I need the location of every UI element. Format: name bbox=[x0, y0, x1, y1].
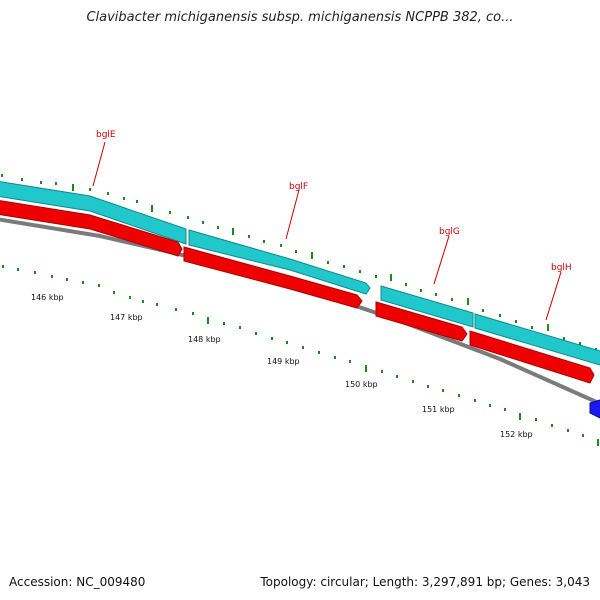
scale-label-147kbp: 147 kbp bbox=[110, 313, 143, 322]
cds-track bbox=[0, 180, 600, 368]
scale-tick-row bbox=[2, 265, 599, 446]
gene-feature-bglh[interactable] bbox=[469, 330, 595, 384]
gene-label-leaders bbox=[92, 141, 562, 321]
genome-backbone bbox=[0, 217, 600, 406]
scale-label-146kbp: 146 kbp bbox=[31, 293, 64, 302]
gene-feature-bglg[interactable] bbox=[375, 301, 468, 342]
genome-title: Clavibacter michiganensis subsp. michiga… bbox=[86, 10, 514, 25]
outer-tick-row bbox=[1, 174, 597, 351]
gene-label-bgle: bglE bbox=[96, 130, 116, 140]
cds-feature-bglh[interactable] bbox=[474, 313, 600, 368]
scale-label-148kbp: 148 kbp bbox=[188, 335, 221, 344]
gene-feature-bglf[interactable] bbox=[183, 246, 363, 309]
genome-summary: Topology: circular; Length: 3,297,891 bp… bbox=[260, 575, 590, 589]
scale-label-151kbp: 151 kbp bbox=[422, 405, 455, 414]
cds-feature-bglf[interactable] bbox=[188, 229, 371, 295]
scale-label-152kbp: 152 kbp bbox=[500, 430, 533, 439]
accession-label: Accession: NC_009480 bbox=[9, 575, 146, 589]
gene-label-bglg: bglG bbox=[439, 227, 460, 237]
gene-track bbox=[0, 199, 595, 384]
other-feature-marker[interactable] bbox=[589, 399, 600, 419]
gene-label-bglh: bglH bbox=[551, 263, 572, 273]
scale-label-149kbp: 149 kbp bbox=[267, 357, 300, 366]
cds-feature-bgle[interactable] bbox=[0, 180, 187, 245]
scale-label-150kbp: 150 kbp bbox=[345, 380, 378, 389]
gene-feature-bgle[interactable] bbox=[0, 199, 183, 257]
gene-label-bglf: bglF bbox=[289, 182, 308, 192]
cds-feature-bglg[interactable] bbox=[380, 285, 474, 328]
